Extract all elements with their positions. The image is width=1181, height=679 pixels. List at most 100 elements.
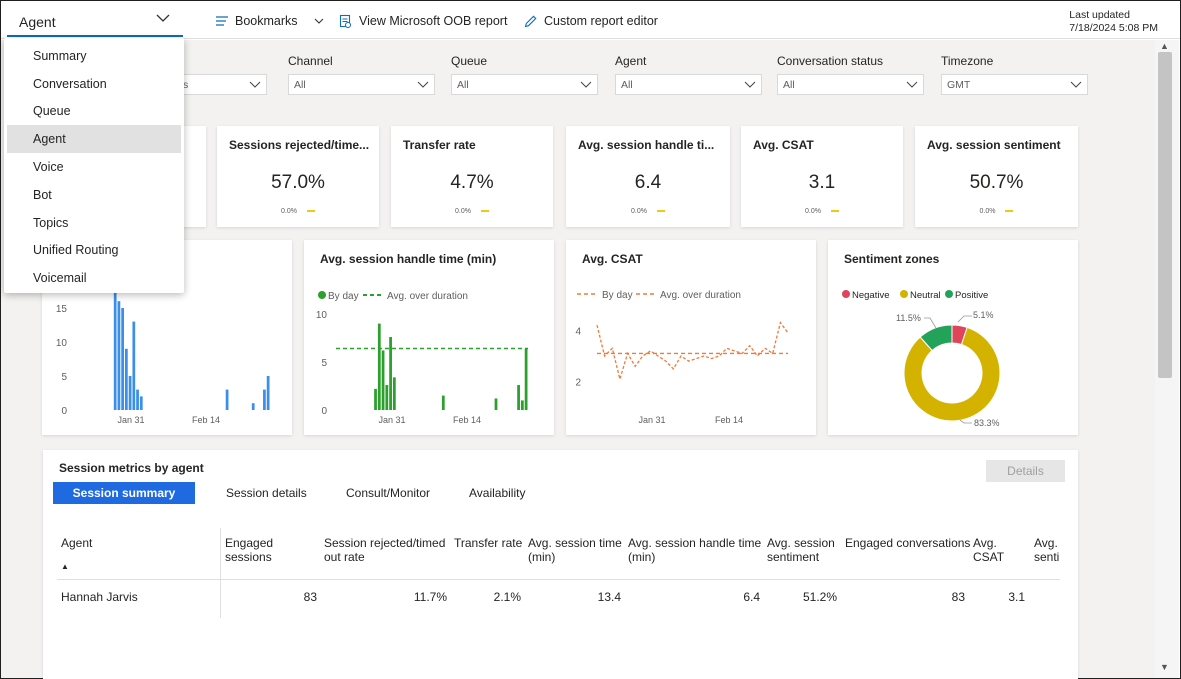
kpi-value: 50.7% — [969, 172, 1024, 193]
cell-agent-name: Hannah Jarvis — [61, 590, 138, 604]
kpi-delta: 0.0% — [915, 208, 1078, 215]
tab-session-details[interactable]: Session details — [226, 486, 307, 500]
report-page-menu: Summary Conversation Queue Agent Voice B… — [4, 38, 184, 293]
chevron-down-icon — [580, 81, 592, 88]
menu-item-agent[interactable]: Agent — [7, 125, 181, 154]
legend-dot-by-day — [318, 291, 326, 299]
details-button[interactable]: Details — [986, 460, 1065, 482]
trend-dash-icon — [656, 210, 665, 213]
menu-item-voice[interactable]: Voice — [33, 160, 64, 175]
bookmarks-label: Bookmarks — [235, 14, 298, 28]
col-header-avg-csat[interactable]: Avg. CSAT — [973, 536, 1005, 564]
col-header-engaged-conversations[interactable]: Engaged conversations — [845, 536, 971, 550]
col-header-avg-session-time[interactable]: Avg. session time (min) — [528, 536, 622, 564]
col-header-avg-handle-time[interactable]: Avg. session handle time (min) — [628, 536, 762, 564]
tab-session-summary[interactable]: Session summary — [53, 482, 195, 504]
y-tick-label: 0 — [61, 406, 67, 417]
chevron-down-icon — [249, 81, 261, 88]
col-header-avg-sentiment-truncated[interactable]: Avg. senti — [1034, 536, 1060, 564]
y-tick-label: 2 — [575, 378, 581, 389]
sort-ascending-icon[interactable]: ▲ — [61, 562, 69, 571]
leader-line — [924, 317, 937, 329]
col-header-avg-sentiment[interactable]: Avg. session sentiment — [767, 536, 835, 564]
panel-title: Session metrics by agent — [59, 461, 204, 475]
scroll-up-arrow-icon[interactable]: ▲ — [1160, 41, 1169, 51]
kpi-delta: 0.0% — [741, 208, 903, 215]
trend-dash-icon — [830, 210, 839, 213]
filter-hidden-value: s — [183, 79, 189, 91]
slice-label-neutral: 83.3% — [974, 418, 1000, 428]
filter-agent-dropdown[interactable]: All — [615, 74, 762, 95]
y-tick-label: 0 — [321, 406, 327, 417]
col-header-rejected-rate[interactable]: Session rejected/timed out rate — [324, 536, 446, 564]
menu-item-queue[interactable]: Queue — [33, 104, 71, 119]
scrollbar-thumb[interactable] — [1158, 52, 1172, 378]
report-icon — [339, 14, 351, 28]
filter-queue-value: All — [457, 79, 469, 91]
bar — [136, 389, 139, 410]
pencil-icon — [524, 15, 537, 27]
bar — [517, 385, 520, 410]
kpi-card-transfer-rate: Transfer rate 4.7% 0.0% — [391, 126, 553, 227]
kpi-value: 57.0% — [271, 172, 325, 193]
custom-report-editor-button[interactable]: Custom report editor — [523, 12, 658, 30]
menu-item-voicemail[interactable]: Voicemail — [33, 271, 87, 286]
tab-consult-monitor[interactable]: Consult/Monitor — [346, 486, 431, 500]
kpi-delta: 0.0% — [566, 208, 730, 215]
bar — [377, 323, 381, 410]
view-oob-report-label: View Microsoft OOB report — [359, 14, 508, 28]
report-canvas: s Channel All Queue All Agent All Conver… — [1, 40, 1155, 679]
menu-item-conversation[interactable]: Conversation — [33, 76, 107, 91]
menu-item-summary[interactable]: Summary — [33, 48, 87, 63]
menu-item-bot[interactable]: Bot — [33, 187, 52, 202]
top-toolbar: Agent Bookmarks View Microsoft OOB repor… — [1, 1, 1180, 39]
bar — [389, 337, 392, 410]
filter-timezone-label: Timezone — [941, 54, 994, 68]
report-page-select[interactable]: Agent — [7, 5, 183, 37]
slice-label-negative: 5.1% — [973, 310, 994, 320]
col-header-engaged-sessions[interactable]: Engaged sessions — [225, 536, 274, 564]
legend-label-by-day: By day — [602, 290, 633, 301]
y-tick-label: 4 — [575, 326, 581, 337]
avg-handle-time-chart: By day Avg. over duration 0 5 10 Jan 31 Feb 14 — [316, 291, 528, 425]
filter-timezone-value: GMT — [947, 79, 971, 91]
scroll-down-arrow-icon[interactable]: ▼ — [1160, 662, 1169, 672]
chart-title: Avg. session handle time (min) — [320, 252, 497, 266]
bookmarks-button[interactable]: Bookmarks — [215, 12, 324, 30]
x-tick-label: Feb 14 — [715, 415, 743, 425]
vertical-scrollbar[interactable]: ▲ ▼ — [1155, 40, 1179, 678]
bar — [113, 280, 117, 410]
filter-status-dropdown[interactable]: All — [777, 74, 924, 95]
view-oob-report-button[interactable]: View Microsoft OOB report — [338, 12, 507, 30]
bookmarks-icon — [216, 16, 228, 26]
legend-dot — [842, 290, 850, 298]
col-header-agent[interactable]: Agent — [61, 536, 93, 550]
bar — [392, 377, 396, 410]
slice-label-positive: 11.5% — [896, 313, 921, 323]
chevron-down-icon — [417, 81, 429, 88]
y-tick-label: 15 — [56, 304, 68, 315]
donut-slice — [919, 324, 953, 352]
menu-item-unified-routing[interactable]: Unified Routing — [33, 243, 119, 258]
kpi-card-avg-session-handle-time: Avg. session handle ti... 6.4 0.0% — [566, 126, 730, 227]
legend-label-avg: Avg. over duration — [660, 290, 741, 301]
chevron-down-icon — [314, 18, 323, 24]
x-tick-label: Feb 14 — [192, 415, 220, 425]
kpi-value: 6.4 — [634, 172, 662, 193]
bar — [494, 398, 498, 410]
trend-dash-icon — [480, 210, 489, 213]
bar — [441, 395, 445, 410]
kpi-value: 3.1 — [808, 172, 836, 193]
col-header-transfer-rate[interactable]: Transfer rate — [454, 536, 523, 550]
filter-queue-dropdown[interactable]: All — [451, 74, 598, 95]
menu-item-topics[interactable]: Topics — [33, 215, 69, 230]
avg-csat-chart: By day Avg. over duration 2 4 Jan 31 Feb 14 — [575, 290, 789, 425]
kpi-delta: 0.0% — [391, 208, 553, 215]
filter-timezone-dropdown[interactable]: GMT — [941, 74, 1088, 95]
filter-agent-label: Agent — [615, 54, 647, 68]
filter-channel-dropdown[interactable]: All — [288, 74, 435, 95]
kpi-delta-value: 0.0% — [455, 208, 471, 215]
tab-availability[interactable]: Availability — [469, 486, 526, 500]
bar — [128, 376, 132, 410]
bar — [520, 400, 524, 410]
